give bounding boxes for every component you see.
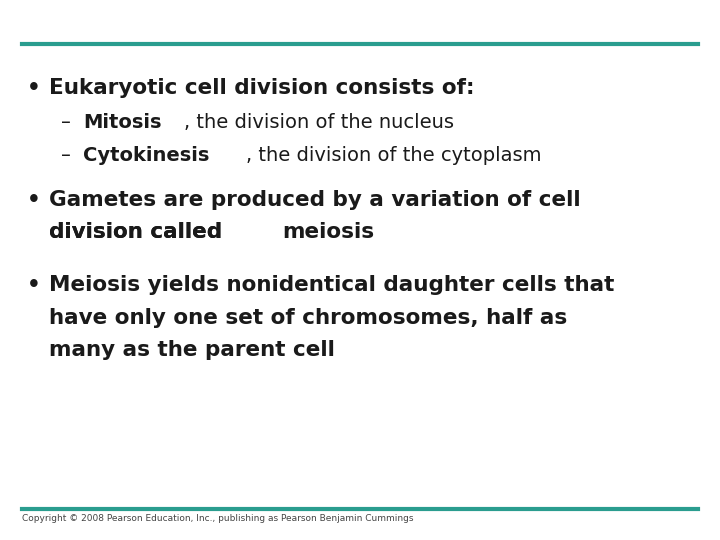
Text: Gametes are produced by a variation of cell: Gametes are produced by a variation of c… bbox=[49, 190, 580, 210]
Text: Eukaryotic cell division consists of:: Eukaryotic cell division consists of: bbox=[49, 78, 474, 98]
Text: meiosis: meiosis bbox=[282, 222, 374, 242]
Text: Mitosis: Mitosis bbox=[83, 113, 161, 132]
Text: •: • bbox=[27, 190, 41, 210]
Text: Copyright © 2008 Pearson Education, Inc., publishing as Pearson Benjamin Cumming: Copyright © 2008 Pearson Education, Inc.… bbox=[22, 514, 413, 523]
Text: division called: division called bbox=[49, 222, 230, 242]
Text: –: – bbox=[61, 146, 71, 165]
Text: Meiosis yields nonidentical daughter cells that: Meiosis yields nonidentical daughter cel… bbox=[49, 275, 614, 295]
Text: , the division of the nucleus: , the division of the nucleus bbox=[184, 113, 454, 132]
Text: •: • bbox=[27, 275, 41, 295]
Text: •: • bbox=[27, 78, 41, 98]
Text: many as the parent cell: many as the parent cell bbox=[49, 340, 335, 360]
Text: –: – bbox=[61, 113, 71, 132]
Text: Cytokinesis: Cytokinesis bbox=[83, 146, 210, 165]
Text: , the division of the cytoplasm: , the division of the cytoplasm bbox=[246, 146, 541, 165]
Text: division called: division called bbox=[49, 222, 230, 242]
Text: have only one set of chromosomes, half as: have only one set of chromosomes, half a… bbox=[49, 308, 567, 328]
